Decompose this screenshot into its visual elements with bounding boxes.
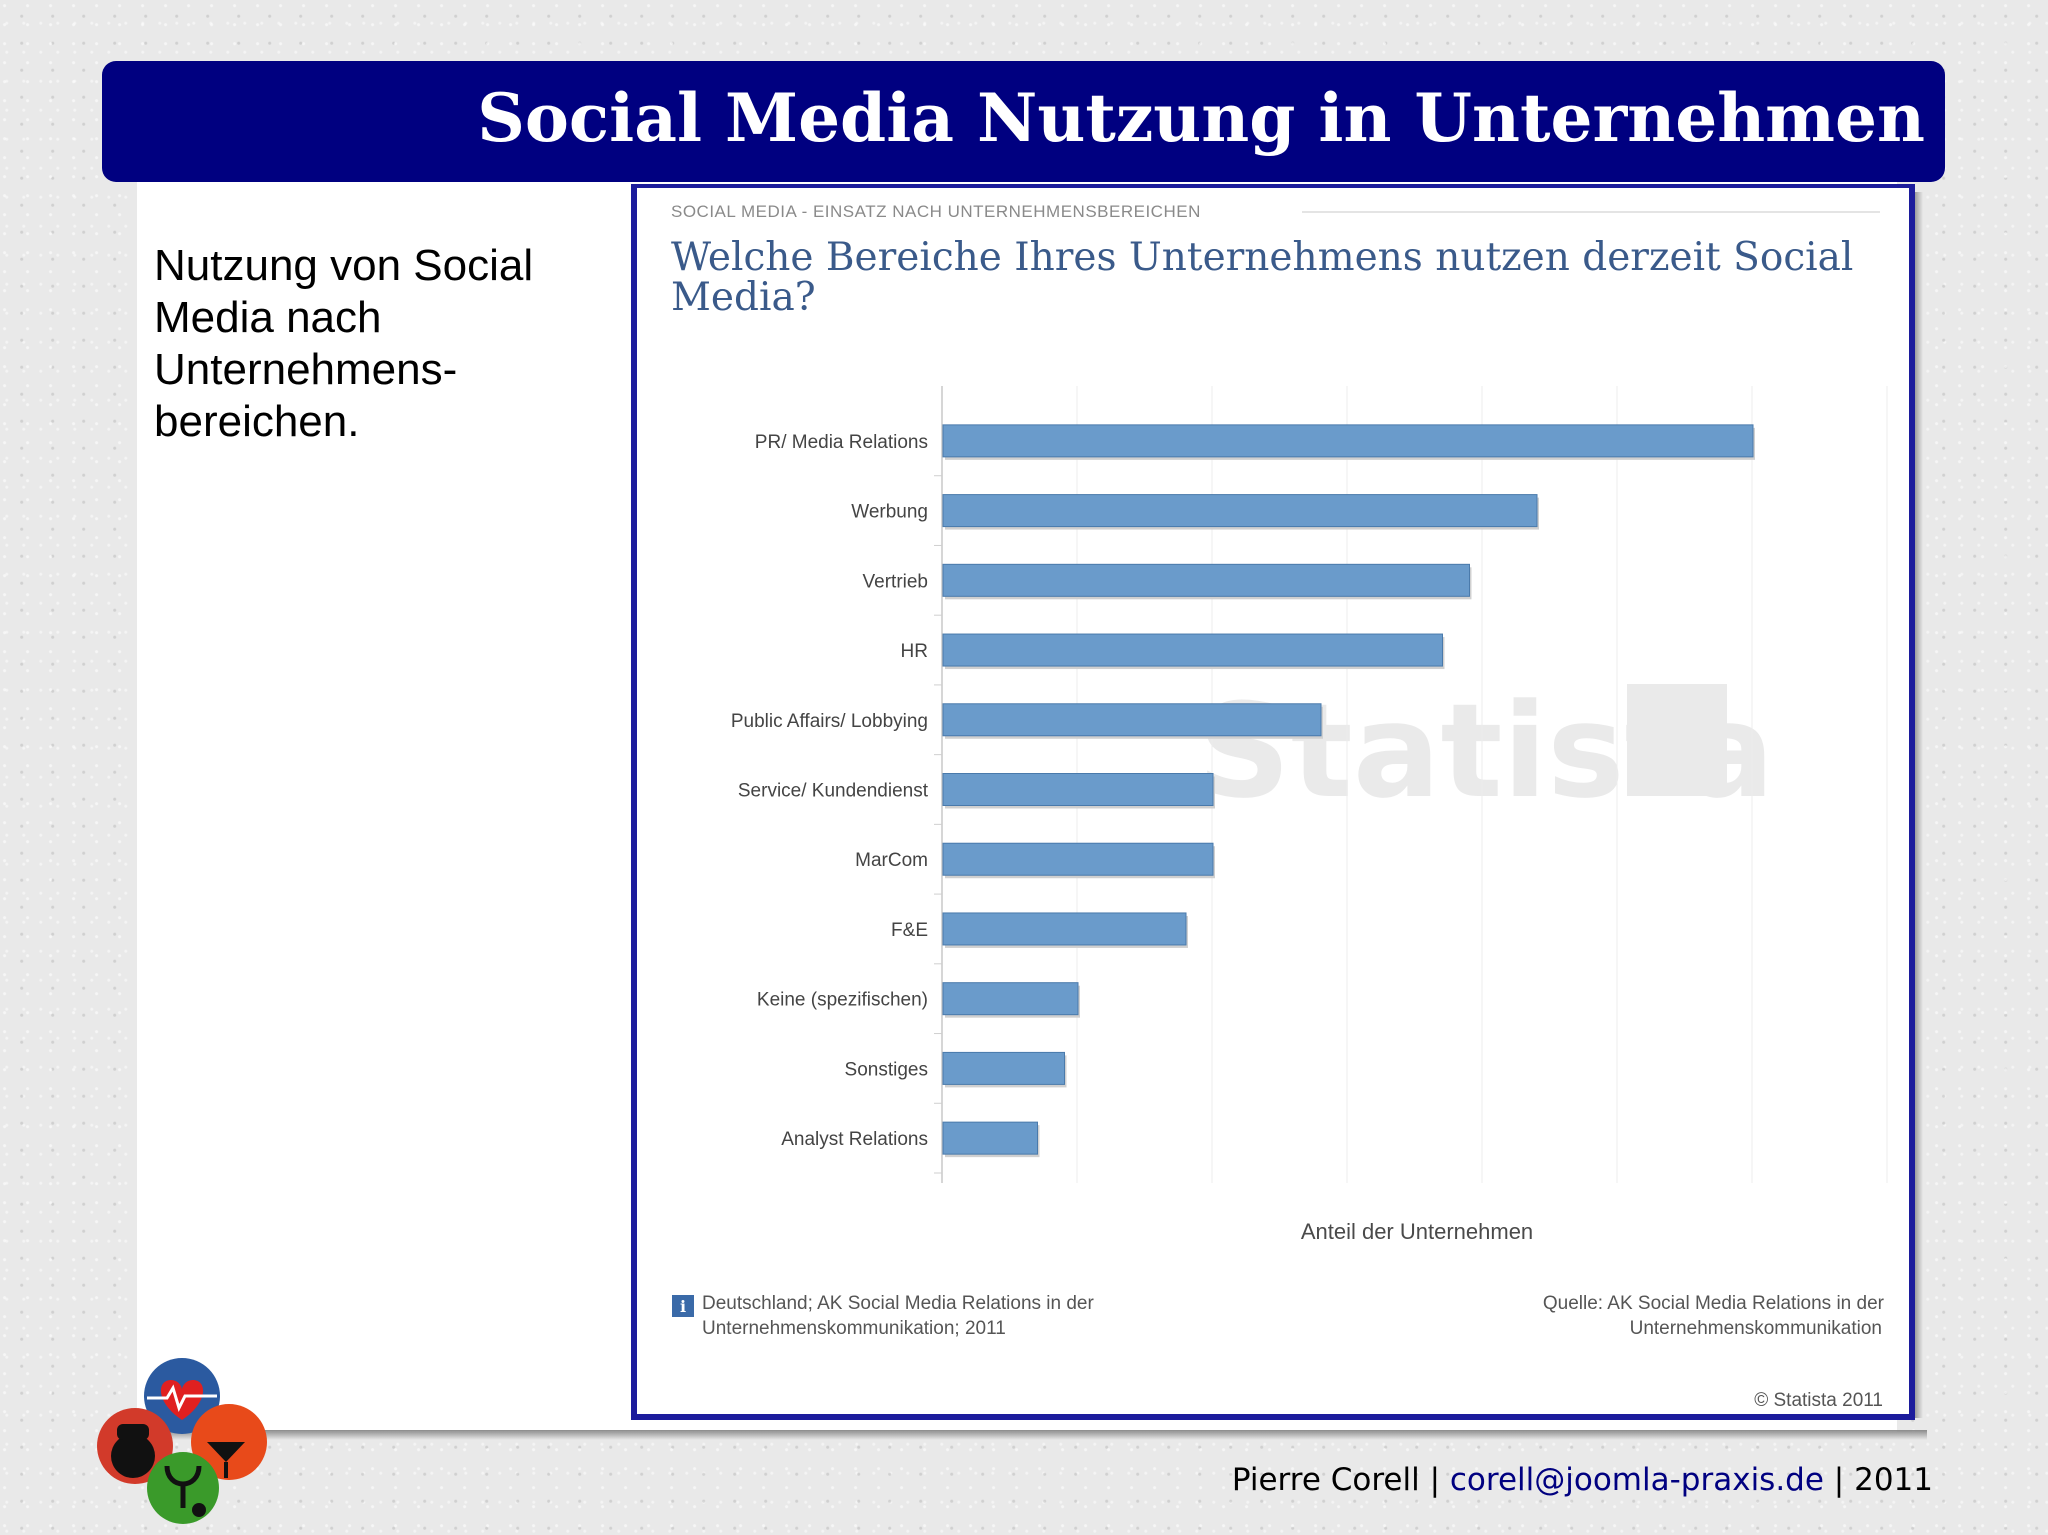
category-label: Keine (spezifischen) — [757, 990, 928, 1011]
category-label: Vertrieb — [863, 571, 928, 592]
category-label: Werbung — [851, 502, 928, 523]
chart-source-line1: Quelle: AK Social Media Relations in der — [1543, 1293, 1885, 1314]
bar[interactable] — [942, 1051, 1065, 1085]
category-label: PR/ Media Relations — [755, 432, 928, 453]
chart-note-line2: Unternehmenskommunikation; 2011 — [702, 1318, 1006, 1339]
description-line: Nutzung von Social — [154, 241, 534, 290]
footer: Pierre Corell | corell@joomla-praxis.de … — [1232, 1462, 1933, 1498]
category-label: Public Affairs/ Lobbying — [731, 711, 928, 732]
footer-author: Pierre Corell — [1231, 1462, 1420, 1498]
medical-logo — [97, 1358, 267, 1524]
description-line: bereichen. — [154, 397, 360, 446]
category-label: HR — [901, 641, 928, 662]
description-line: Media nach — [154, 293, 382, 342]
category-label: F&E — [891, 920, 928, 941]
bar[interactable] — [942, 773, 1214, 806]
category-label: Service/ Kundendienst — [738, 781, 929, 802]
category-label: Sonstiges — [845, 1059, 928, 1080]
bar[interactable] — [942, 633, 1443, 667]
chart-category-labels: PR/ Media Relations Werbung Vertrieb HR Publ… — [731, 432, 929, 1150]
footer-email-link[interactable]: corell@joomla-praxis.de — [1449, 1462, 1824, 1498]
bar[interactable] — [942, 494, 1538, 528]
footer-separator: | — [1823, 1462, 1855, 1498]
chart-source-line2: Unternehmenskommunikation — [1630, 1318, 1882, 1339]
x-axis-label: Anteil der Unternehmen — [1301, 1219, 1533, 1244]
footer-year: 2011 — [1854, 1462, 1933, 1498]
watermark-text: Statista — [1197, 675, 1774, 827]
chart-title-line2: Media? — [671, 275, 816, 320]
category-label: Analyst Relations — [781, 1129, 928, 1150]
bar-chart: SOCIAL MEDIA - EINSATZ NACH UNTERNEHMENS… — [671, 202, 1888, 1411]
chart-section-label: SOCIAL MEDIA - EINSATZ NACH UNTERNEHMENS… — [671, 202, 1201, 221]
svg-text:i: i — [680, 1297, 686, 1316]
chart-note-line1: Deutschland; AK Social Media Relations i… — [702, 1293, 1095, 1314]
chart-title-line1: Welche Bereiche Ihres Unternehmens nutze… — [671, 235, 1853, 280]
info-icon[interactable]: i — [672, 1295, 694, 1317]
description-line: Unternehmens- — [154, 345, 458, 394]
watermark-logo-icon — [1627, 684, 1727, 796]
footer-separator: | — [1419, 1462, 1450, 1498]
content-shadow — [137, 1430, 1927, 1440]
chart-frame: SOCIAL MEDIA - EINSATZ NACH UNTERNEHMENS… — [631, 184, 1923, 1420]
bar[interactable] — [942, 703, 1322, 737]
chart-bars — [942, 424, 1755, 1158]
statista-watermark: Statista — [1197, 675, 1774, 827]
slide-description: Nutzung von Social Media nach Unternehme… — [154, 240, 614, 448]
bar[interactable] — [942, 982, 1079, 1016]
bar[interactable] — [942, 842, 1214, 876]
slide-title: Social Media Nutzung in Unternehmen — [477, 79, 1925, 157]
bar[interactable] — [942, 1121, 1038, 1155]
bar[interactable] — [942, 912, 1187, 946]
chart-copyright: © Statista 2011 — [1754, 1390, 1883, 1411]
category-label: MarCom — [855, 850, 928, 871]
bar[interactable] — [942, 424, 1754, 458]
header-bar: Social Media Nutzung in Unternehmen — [102, 61, 1945, 182]
bar[interactable] — [942, 563, 1470, 597]
